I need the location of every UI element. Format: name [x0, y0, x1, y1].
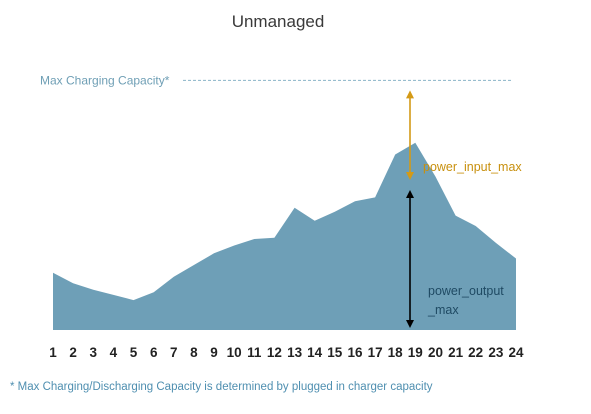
footnote: * Max Charging/Discharging Capacity is d…	[10, 381, 433, 393]
chart-title: Unmanaged	[232, 12, 325, 31]
power-input-max-arrow	[406, 90, 414, 180]
x-tick-label: 12	[267, 345, 282, 360]
x-tick-label: 8	[190, 345, 198, 360]
x-tick-label: 11	[247, 345, 262, 360]
power-output-max-label-line1: power_output	[428, 284, 504, 298]
x-tick-label: 15	[327, 345, 343, 360]
x-tick-label: 3	[90, 345, 98, 360]
series-area	[53, 142, 516, 330]
power-output-max-label-line2: _max	[427, 303, 459, 317]
x-tick-label: 10	[227, 345, 242, 360]
x-tick-label: 16	[347, 345, 363, 360]
x-tick-label: 5	[130, 345, 138, 360]
x-tick-label: 4	[110, 345, 118, 360]
power-output-max-arrow	[406, 190, 414, 328]
x-tick-label: 9	[210, 345, 218, 360]
x-tick-label: 21	[448, 345, 464, 360]
x-tick-label: 24	[508, 345, 524, 360]
max-capacity-label: Max Charging Capacity*	[40, 73, 170, 87]
x-tick-label: 23	[488, 345, 504, 360]
x-tick-label: 2	[69, 345, 77, 360]
x-tick-label: 1	[49, 345, 57, 360]
x-tick-label: 14	[307, 345, 323, 360]
x-tick-label: 22	[468, 345, 483, 360]
x-tick-label: 6	[150, 345, 158, 360]
x-tick-label: 17	[368, 345, 383, 360]
x-tick-label: 13	[287, 345, 303, 360]
x-tick-label: 19	[408, 345, 423, 360]
x-tick-label: 18	[388, 345, 404, 360]
x-tick-label: 7	[170, 345, 178, 360]
power-input-max-label: power_input_max	[423, 160, 522, 174]
x-tick-label: 20	[428, 345, 443, 360]
